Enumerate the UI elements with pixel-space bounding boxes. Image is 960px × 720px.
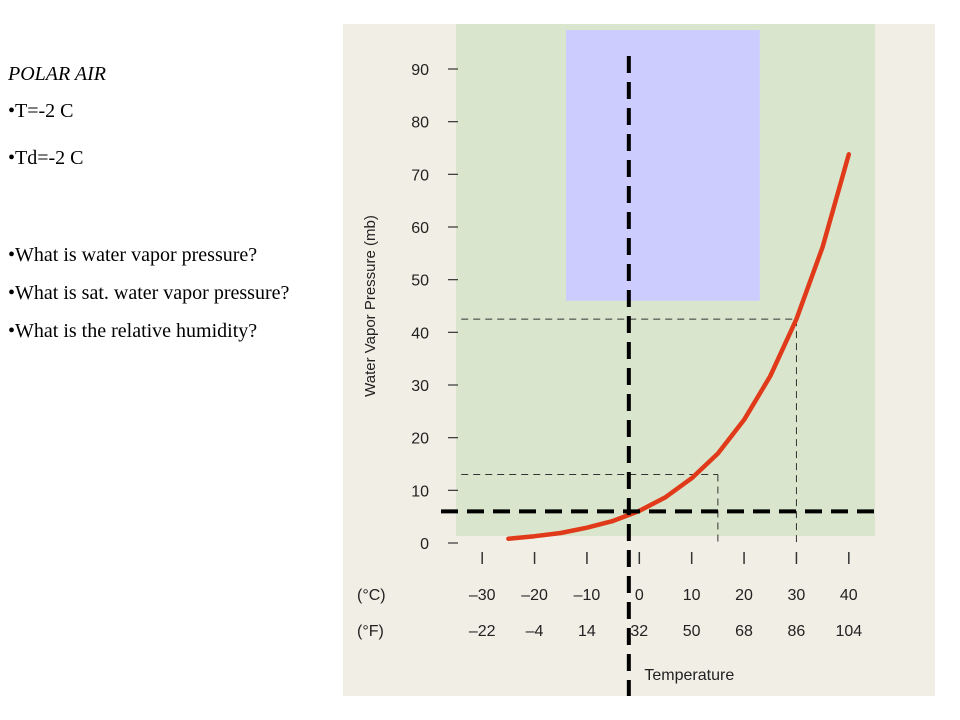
x-tick-label-celsius: 30	[788, 587, 806, 604]
x-tick-label-fahrenheit: 32	[630, 623, 648, 640]
y-tick-label: 0	[420, 536, 429, 553]
x-axis-label: Temperature	[644, 667, 734, 684]
y-tick-label: 60	[411, 220, 429, 237]
x-tick-label-fahrenheit: –4	[526, 623, 544, 640]
x-tick-label-fahrenheit: 14	[578, 623, 596, 640]
y-tick-label: 50	[411, 273, 429, 290]
chart-svg: 0 10 20 30 40 50 60 70 80 90 Water Vapor Pressure …	[343, 24, 935, 696]
x-unit-fahrenheit: (°F)	[357, 623, 384, 640]
x-tick-label-fahrenheit: 50	[683, 623, 701, 640]
panel-heading: POLAR AIR	[8, 63, 106, 85]
vapor-pressure-chart: 0 10 20 30 40 50 60 70 80 90 Water Vapor Pressure …	[343, 24, 935, 696]
x-tick-label-celsius: 0	[635, 587, 644, 604]
y-axis-label: Water Vapor Pressure (mb)	[362, 215, 379, 397]
y-tick-label: 70	[411, 167, 429, 184]
question-relative-humidity: What is the relative humidity?	[8, 319, 348, 344]
x-tick-label-fahrenheit: –22	[469, 623, 496, 640]
x-tick-label-fahrenheit: 104	[835, 623, 862, 640]
x-tick-label-fahrenheit: 68	[735, 623, 753, 640]
y-tick-label: 40	[411, 325, 429, 342]
question-vapor-pressure: What is water vapor pressure?	[8, 243, 348, 268]
x-tick-label-celsius: 20	[735, 587, 753, 604]
y-tick-label: 10	[411, 483, 429, 500]
x-tick-label-celsius: 10	[683, 587, 701, 604]
x-tick-label-celsius: –10	[574, 587, 601, 604]
x-unit-celsius: (°C)	[357, 587, 386, 604]
question-sat-vapor-pressure: What is sat. water vapor pressure?	[8, 281, 348, 306]
y-tick-label: 80	[411, 115, 429, 132]
y-tick-label: 20	[411, 431, 429, 448]
question-panel: POLAR AIR T=-2 C Td=-2 C What is water v…	[8, 62, 348, 344]
saturation-vapor-pressure-curve	[506, 152, 852, 542]
chart-figure: 0 10 20 30 40 50 60 70 80 90 Water Vapor Pressure …	[343, 24, 935, 696]
x-tick-label-celsius: 40	[840, 587, 858, 604]
given-dewpoint: Td=-2 C	[8, 146, 348, 171]
y-tick-label: 90	[411, 62, 429, 79]
overlay-box	[565, 30, 760, 301]
given-temperature: T=-2 C	[8, 99, 348, 124]
x-tick-label-celsius: –20	[521, 587, 548, 604]
x-tick-label-celsius: –30	[469, 587, 496, 604]
y-tick-label: 30	[411, 378, 429, 395]
x-tick-label-fahrenheit: 86	[788, 623, 806, 640]
